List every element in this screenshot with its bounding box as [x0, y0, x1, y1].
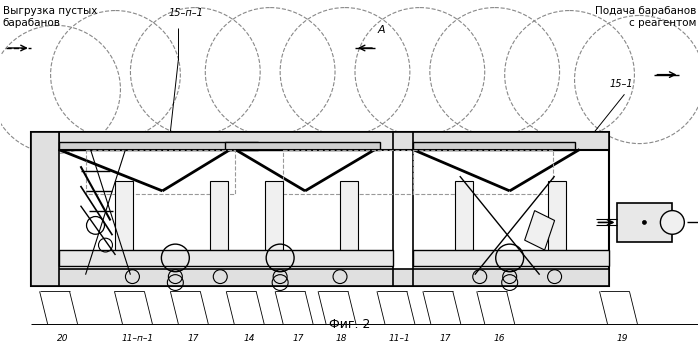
Text: Подача барабанов
с реагентом: Подача барабанов с реагентом [595, 6, 696, 28]
Bar [617, 203, 672, 242]
Bar [59, 141, 258, 149]
Circle shape [661, 210, 684, 234]
Bar [413, 141, 575, 149]
Bar [283, 149, 413, 194]
Bar [455, 181, 473, 255]
Bar [31, 132, 59, 286]
Text: 14: 14 [243, 334, 255, 343]
Bar [210, 181, 229, 255]
Circle shape [642, 220, 647, 224]
Text: 15–п–1: 15–п–1 [168, 8, 203, 18]
Bar [265, 181, 283, 255]
Bar [59, 250, 393, 266]
Bar [340, 181, 358, 255]
Bar [225, 141, 380, 149]
Bar [115, 181, 134, 255]
Bar [31, 269, 610, 286]
Text: Выгрузка пустых
барабанов: Выгрузка пустых барабанов [3, 6, 97, 28]
Text: 11–п–1: 11–п–1 [122, 334, 154, 343]
Text: 17: 17 [187, 334, 199, 343]
Bar [85, 149, 236, 194]
Bar [59, 132, 610, 149]
Text: 17: 17 [292, 334, 304, 343]
Bar [413, 250, 610, 266]
Bar [413, 149, 553, 194]
Text: 11–1: 11–1 [389, 334, 411, 343]
Bar [31, 132, 610, 286]
Text: 15–1: 15–1 [610, 79, 633, 89]
Text: 20: 20 [57, 334, 69, 343]
Bar [547, 181, 565, 255]
Text: 17: 17 [440, 334, 452, 343]
Text: Фиг. 2: Фиг. 2 [329, 318, 370, 331]
Text: А: А [378, 25, 386, 35]
Polygon shape [525, 210, 554, 250]
Text: 19: 19 [617, 334, 628, 343]
Text: 16: 16 [494, 334, 505, 343]
Text: 18: 18 [336, 334, 347, 343]
